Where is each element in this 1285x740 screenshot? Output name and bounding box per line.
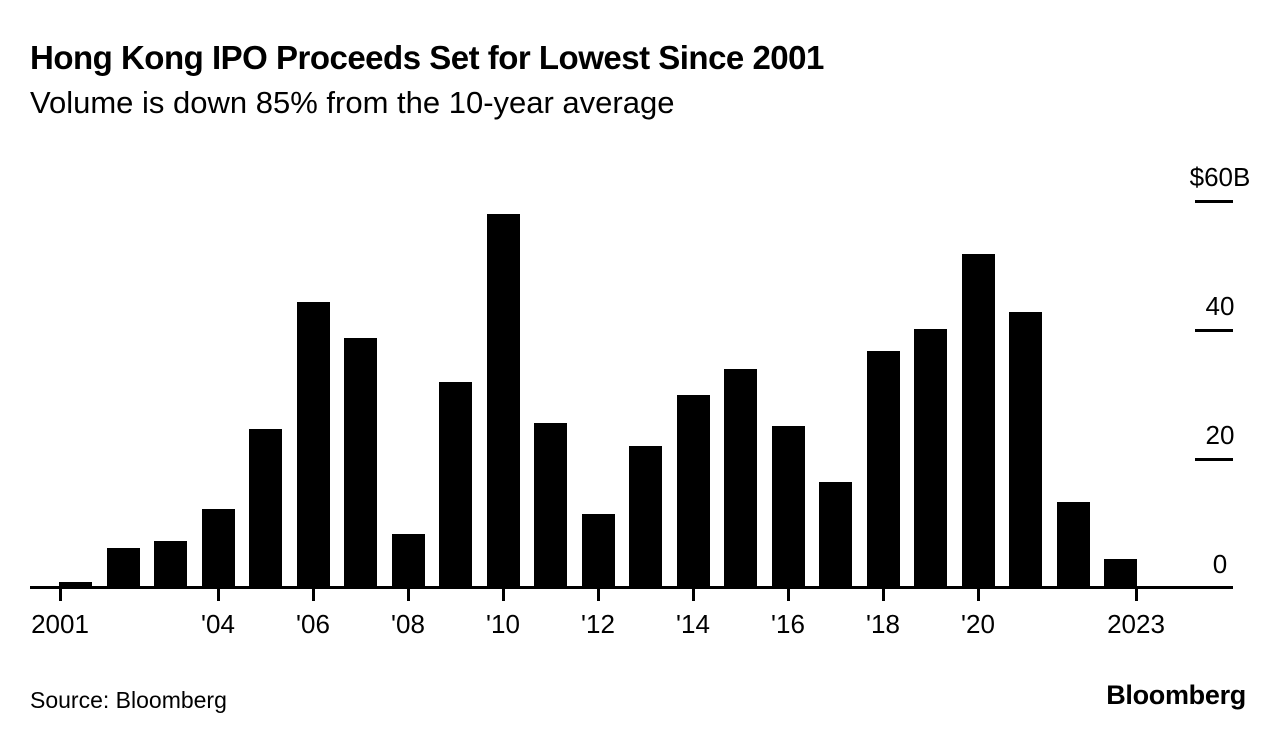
chart-title: Hong Kong IPO Proceeds Set for Lowest Si… <box>30 39 824 76</box>
y-axis-label-60: $60B <box>1189 162 1251 192</box>
x-tick-2012 <box>596 589 600 601</box>
x-axis-label-2010: '10 <box>486 609 520 639</box>
x-axis-label-2001: 2001 <box>31 609 89 639</box>
bar-2002 <box>106 548 140 588</box>
source-credit: Source: Bloomberg <box>30 687 227 713</box>
y-tick-40 <box>1195 328 1233 332</box>
bar-2017 <box>819 482 852 588</box>
bar-2011 <box>534 422 567 588</box>
bar-2005 <box>249 428 282 588</box>
bar-2012 <box>581 513 615 588</box>
x-axis-label-2008: '08 <box>391 609 425 639</box>
bar-2018 <box>866 351 900 588</box>
x-axis-label-2014: '14 <box>676 609 710 639</box>
y-tick-20 <box>1195 457 1233 461</box>
bar-2010 <box>486 213 520 588</box>
bar-2013 <box>629 446 662 588</box>
bloomberg-logo: Bloomberg <box>1106 680 1246 710</box>
bar-2004 <box>201 509 235 588</box>
x-axis-label-2023: 2023 <box>1107 609 1165 639</box>
bar-2019 <box>914 328 947 588</box>
x-axis-label-2020: '20 <box>961 609 995 639</box>
x-tick-2008 <box>406 589 410 601</box>
x-tick-2006 <box>311 589 315 601</box>
x-tick-2020 <box>976 589 980 601</box>
bar-2015 <box>724 368 757 588</box>
bar-2020 <box>961 253 995 588</box>
x-axis-label-2006: '06 <box>296 609 330 639</box>
bar-2009 <box>439 382 472 588</box>
x-tick-2016 <box>786 589 790 601</box>
bar-2006 <box>296 302 330 588</box>
x-axis-label-2016: '16 <box>771 609 805 639</box>
bar-2003 <box>154 540 187 588</box>
x-axis-label-2012: '12 <box>581 609 615 639</box>
chart-subtitle: Volume is down 85% from the 10-year aver… <box>30 85 675 120</box>
y-axis-label-0: 0 <box>1212 549 1228 579</box>
y-tick-60 <box>1195 199 1233 203</box>
bar-2021 <box>1009 311 1042 588</box>
x-tick-2023 <box>1134 589 1138 601</box>
y-axis-label-40: 40 <box>1205 291 1235 321</box>
bar-2008 <box>391 533 425 588</box>
x-tick-2018 <box>881 589 885 601</box>
x-tick-2014 <box>691 589 695 601</box>
x-axis-label-2004: '04 <box>201 609 235 639</box>
bar-2016 <box>771 426 805 588</box>
bar-2001 <box>59 581 92 588</box>
x-axis-label-2018: '18 <box>866 609 900 639</box>
bar-2023 <box>1104 558 1137 588</box>
y-axis-label-20: 20 <box>1205 420 1235 450</box>
x-tick-2004 <box>216 589 220 601</box>
x-tick-2010 <box>501 589 505 601</box>
x-tick-2001 <box>58 589 62 601</box>
bar-2007 <box>344 337 377 588</box>
bar-2022 <box>1056 502 1090 588</box>
bar-2014 <box>676 395 710 588</box>
